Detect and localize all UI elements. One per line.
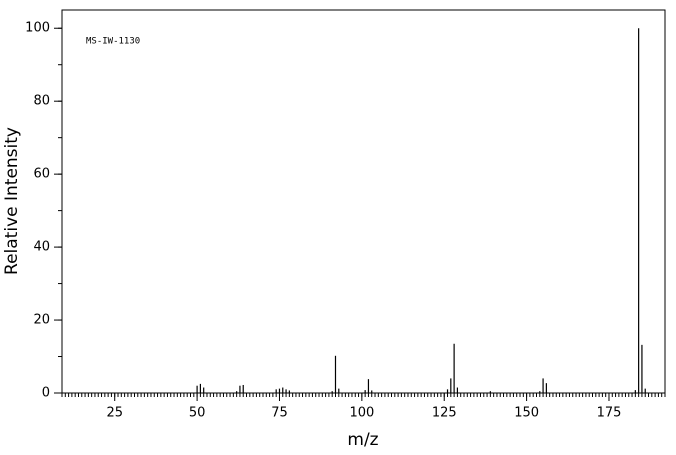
plot-frame xyxy=(61,9,666,394)
x-tick-label: 150 xyxy=(514,406,539,421)
x-tick-label: 100 xyxy=(349,406,374,421)
x-tick-label: 175 xyxy=(597,406,622,421)
x-tick-label: 125 xyxy=(432,406,457,421)
x-tick-label: 50 xyxy=(189,406,206,421)
x-tick-label: 75 xyxy=(271,406,288,421)
y-tick-label: 0 xyxy=(42,386,50,401)
y-tick-label: 20 xyxy=(33,313,50,328)
y-axis-label: Relative Intensity xyxy=(2,127,22,275)
y-tick-label: 100 xyxy=(25,21,50,36)
x-axis-label: m/z xyxy=(347,430,378,450)
y-tick-label: 60 xyxy=(33,167,50,182)
annotation: MS-IW-1130 xyxy=(86,37,140,47)
y-tick-label: 80 xyxy=(33,94,50,109)
x-tick-label: 25 xyxy=(106,406,123,421)
y-tick-label: 40 xyxy=(33,240,50,255)
